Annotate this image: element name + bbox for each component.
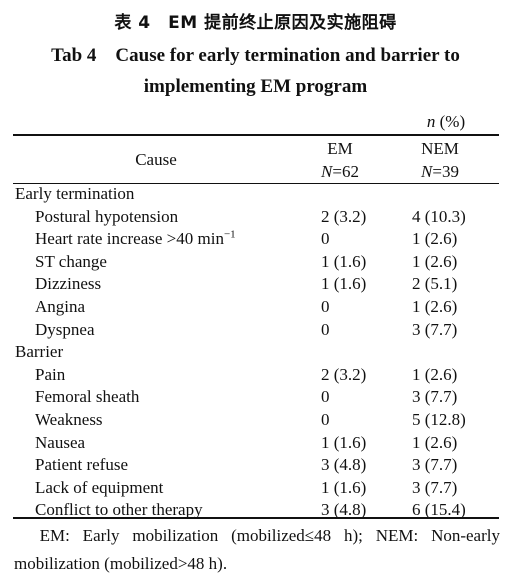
em-value: 2 (3.2) [321, 206, 367, 226]
nem-value: 2 (5.1) [412, 274, 458, 294]
cause-label: Postural hypotension [35, 206, 179, 226]
table-row: Nausea 1 (1.6) 1 (2.6) [0, 433, 511, 456]
nem-value: 1 (2.6) [412, 297, 458, 316]
nem-value: 5 (12.8) [412, 410, 466, 429]
em-value: 3 (4.8) [321, 500, 367, 520]
table-row: Pain 2 (3.2) 1 (2.6) [0, 365, 511, 388]
section-label: Barrier [15, 342, 64, 362]
cause-label: Conflict to other therapy [35, 500, 203, 520]
section-row: Barrier [0, 342, 511, 365]
header-em-n: N=62 [321, 162, 359, 181]
cause-label: Patient refuse [35, 455, 128, 475]
table-row: Dyspnea 0 3 (7.7) [0, 320, 511, 343]
nem-value: 3 (7.7) [412, 387, 458, 407]
table-row: ST change 1 (1.6) 1 (2.6) [0, 252, 511, 275]
header-nem: NEM N=39 [400, 139, 480, 183]
nem-value: 1 (2.6) [412, 229, 458, 249]
nem-value: 1 (2.6) [412, 251, 458, 271]
table-row: Dizziness 1 (1.6) 2 (5.1) [0, 274, 511, 297]
cause-label: Pain [35, 364, 66, 384]
table-row: Lack of equipment 1 (1.6) 3 (7.7) [0, 478, 511, 501]
header-nem-n: N=39 [421, 162, 459, 181]
em-value: 1 (1.6) [321, 251, 367, 271]
cause-label: Dyspnea [35, 319, 95, 339]
table-bottom-rule [13, 517, 499, 519]
table-row: Angina 0 1 (2.6) [0, 297, 511, 320]
table-row: Weakness 0 5 (12.8) [0, 410, 511, 433]
table-row: Postural hypotension 2 (3.2) 4 (10.3) [0, 207, 511, 230]
nem-value: 1 (2.6) [412, 432, 458, 452]
unit-label: n (%) [426, 112, 466, 131]
header-nem-label: NEM [421, 139, 459, 158]
cause-label: Dizziness [35, 274, 102, 294]
nem-value: 6 (15.4) [412, 500, 466, 520]
table-title-english-line-1: Tab 4 Cause for early termination and ba… [51, 45, 460, 66]
table-row: Femoral sheath 0 3 (7.7) [0, 387, 511, 410]
em-value: 1 (1.6) [321, 432, 367, 452]
table-row: Heart rate increase >40 min−1 0 1 (2.6) [0, 229, 511, 252]
table-title-chinese: 表 4 EM 提前终止原因及实施阻碍 [114, 13, 397, 33]
header-em-label: EM [327, 139, 353, 158]
nem-value: 3 (7.7) [412, 319, 458, 339]
table-header-rule [13, 183, 499, 184]
em-value: 1 (1.6) [321, 477, 367, 497]
cause-label: Lack of equipment [35, 477, 164, 497]
em-value: 0 [321, 297, 330, 316]
em-value: 1 (1.6) [321, 274, 367, 294]
em-value: 0 [321, 387, 330, 407]
nem-value: 3 (7.7) [412, 455, 458, 475]
unit-superscript: −1 [223, 228, 236, 241]
em-value: 0 [321, 229, 330, 249]
table-row: Patient refuse 3 (4.8) 3 (7.7) [0, 455, 511, 478]
nem-value: 3 (7.7) [412, 477, 458, 497]
table-footnote: EM: Early mobilization (mobilized≤48 h);… [14, 526, 500, 573]
table-title-english-line-2: implementing EM program [143, 76, 368, 97]
table-row: Conflict to other therapy 3 (4.8) 6 (15.4) [0, 500, 511, 523]
cause-label: ST change [35, 251, 107, 271]
cause-label: Weakness [35, 410, 103, 429]
em-value: 0 [321, 319, 330, 339]
section-row: Early termination [0, 184, 511, 207]
cause-label: Femoral sheath [35, 387, 140, 407]
header-em: EM N=62 [300, 139, 380, 183]
em-value: 0 [321, 410, 330, 429]
nem-value: 1 (2.6) [412, 364, 458, 384]
cause-label: Angina [35, 297, 86, 316]
table-top-rule [13, 134, 499, 136]
section-label: Early termination [15, 184, 135, 203]
cause-label: Nausea [35, 432, 86, 452]
em-value: 3 (4.8) [321, 455, 367, 475]
cause-label: Heart rate increase >40 min−1 [35, 228, 236, 249]
header-cause: Cause [135, 150, 177, 169]
nem-value: 4 (10.3) [412, 206, 466, 226]
em-value: 2 (3.2) [321, 364, 367, 384]
